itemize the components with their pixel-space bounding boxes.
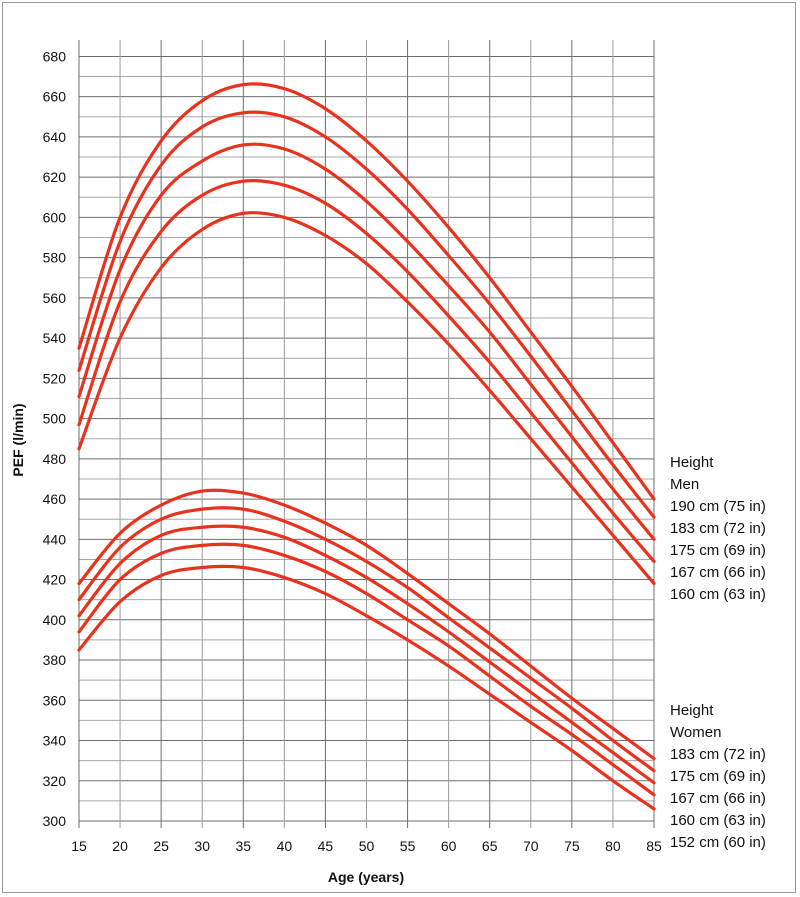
x-tick-label: 50 — [359, 838, 375, 854]
legend-item: 183 cm (72 in) — [670, 746, 766, 763]
y-tick-label: 340 — [43, 733, 67, 749]
legend-women-group: Women — [670, 724, 722, 741]
y-tick-label: 440 — [43, 531, 67, 547]
series-line — [77, 110, 656, 519]
series-line — [77, 524, 656, 785]
series-line — [77, 564, 656, 811]
grid — [78, 40, 655, 828]
series-line — [77, 142, 656, 541]
legend-women-title: Height — [670, 702, 714, 719]
legend-item: 175 cm (69 in) — [670, 542, 766, 559]
y-tick-label: 620 — [43, 169, 67, 185]
tick-labels: 15 20 25 30 35 40 45 50 55 60 65 70 75 80 85 300 320 340 3… — [43, 48, 662, 854]
y-tick-label: 420 — [43, 572, 67, 588]
legend-item: 152 cm (60 in) — [670, 834, 766, 851]
x-axis-label: Age (years) — [328, 869, 404, 885]
series-line — [77, 542, 656, 797]
y-tick-label: 320 — [43, 773, 67, 789]
x-tick-label: 30 — [194, 838, 210, 854]
y-tick-label: 360 — [43, 692, 67, 708]
x-tick-label: 55 — [400, 838, 416, 854]
y-tick-label: 640 — [43, 129, 67, 145]
x-tick-label: 75 — [564, 838, 580, 854]
y-tick-label: 600 — [43, 209, 67, 225]
legend-item: 167 cm (66 in) — [670, 790, 766, 807]
legend-men-group: Men — [670, 476, 700, 493]
legend-item: 175 cm (69 in) — [670, 768, 766, 785]
series-line — [77, 82, 656, 501]
y-tick-label: 560 — [43, 290, 67, 306]
x-tick-label: 20 — [112, 838, 128, 854]
x-tick-label: 45 — [318, 838, 334, 854]
series-line — [77, 488, 656, 761]
x-tick-label: 60 — [441, 838, 457, 854]
y-tick-label: 460 — [43, 491, 67, 507]
y-tick-label: 580 — [43, 250, 67, 266]
legend-item: 160 cm (63 in) — [670, 586, 766, 603]
y-tick-label: 540 — [43, 330, 67, 346]
x-tick-label: 40 — [277, 838, 293, 854]
y-tick-label: 400 — [43, 612, 67, 628]
series-line — [77, 506, 656, 773]
legend-men-title: Height — [670, 454, 714, 471]
legend-men: Height Men 190 cm (75 in) 183 cm (72 in)… — [670, 452, 766, 606]
y-tick-label: 500 — [43, 411, 67, 427]
y-tick-label: 660 — [43, 89, 67, 105]
x-tick-label: 70 — [523, 838, 539, 854]
legend-item: 167 cm (66 in) — [670, 564, 766, 581]
y-tick-label: 300 — [43, 813, 67, 829]
x-tick-label: 35 — [235, 838, 251, 854]
series-line — [77, 211, 656, 586]
series-line — [77, 178, 656, 564]
legend-item: 160 cm (63 in) — [670, 812, 766, 829]
legend-item: 183 cm (72 in) — [670, 520, 766, 537]
x-tick-label: 65 — [482, 838, 498, 854]
y-tick-label: 520 — [43, 370, 67, 386]
legend-women: Height Women 183 cm (72 in) 175 cm (69 i… — [670, 700, 766, 854]
x-tick-label: 85 — [646, 838, 662, 854]
legend-item: 190 cm (75 in) — [670, 498, 766, 515]
y-tick-label: 380 — [43, 652, 67, 668]
y-axis-label: PEF (l/min) — [10, 403, 26, 476]
y-tick-label: 680 — [43, 48, 67, 64]
y-tick-label: 480 — [43, 451, 67, 467]
x-tick-label: 25 — [153, 838, 169, 854]
x-tick-label: 15 — [71, 838, 87, 854]
x-tick-label: 80 — [605, 838, 621, 854]
series-lines — [77, 82, 656, 811]
